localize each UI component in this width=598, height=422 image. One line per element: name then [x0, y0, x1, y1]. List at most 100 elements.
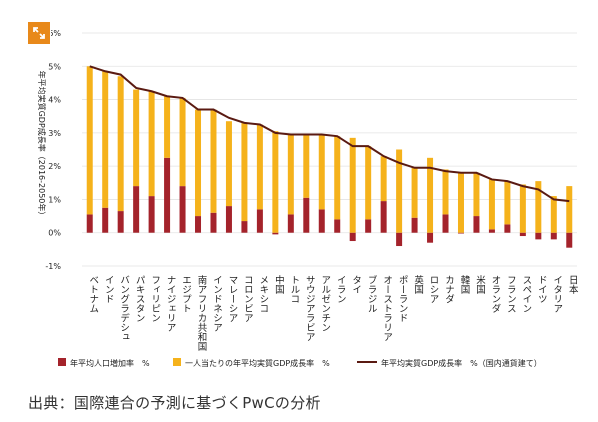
per-capita-bar	[365, 146, 372, 220]
category-label: オランダ	[489, 275, 501, 313]
per-capita-bar	[256, 124, 263, 210]
population-bar	[86, 214, 93, 233]
legend-label-population: 年平均人口増加率 %	[70, 358, 150, 368]
per-capita-bar	[179, 97, 186, 187]
legend: 年平均人口増加率 % 一人当たりの年平均実質GDP成長率 % 年平均実質GDP成…	[58, 358, 542, 368]
legend-label-total: 年平均実質GDP成長率 %（国内通貨建て）	[381, 358, 542, 368]
category-label: パキスタン	[134, 275, 146, 323]
per-capita-bar	[318, 134, 325, 210]
y-tick-label: 4%	[48, 96, 61, 105]
population-bar	[225, 206, 232, 233]
population-bar	[457, 232, 464, 234]
per-capita-bar	[411, 167, 418, 218]
population-bar	[473, 216, 480, 233]
category-label: イラン	[335, 275, 347, 304]
category-label: 南アフリカ共和国	[196, 274, 208, 352]
population-bar	[256, 209, 263, 233]
category-label: メキシコ	[257, 275, 268, 313]
per-capita-bar	[488, 179, 495, 230]
category-label: 韓国	[458, 275, 470, 295]
per-capita-bar	[241, 122, 248, 222]
per-capita-bar	[287, 134, 294, 215]
population-bar	[519, 232, 526, 237]
per-capita-bar	[164, 96, 171, 158]
category-label: ドイツ	[536, 275, 548, 304]
population-bar	[504, 224, 511, 233]
population-bar	[535, 232, 542, 240]
category-label: ベトナム	[87, 275, 99, 313]
population-bar	[334, 219, 341, 233]
population-bar	[380, 201, 387, 233]
per-capita-bar	[210, 109, 217, 213]
category-label: ロシア	[428, 275, 439, 304]
chart-gridlines	[82, 32, 577, 267]
category-label: フランス	[505, 275, 516, 313]
category-label: イタリア	[551, 275, 563, 313]
population-bar	[488, 229, 495, 233]
y-tick-label: 2%	[48, 162, 61, 171]
per-capita-bar	[442, 169, 449, 215]
population-bar	[303, 197, 310, 233]
per-capita-bar	[225, 121, 232, 207]
per-capita-bar	[473, 172, 480, 217]
population-bar	[349, 232, 356, 242]
per-capita-bar	[380, 156, 387, 202]
population-bar	[164, 157, 171, 233]
legend-swatch-population	[58, 358, 66, 366]
per-capita-bar	[427, 157, 434, 233]
category-label: ポーランド	[397, 275, 409, 323]
category-label: 日本	[567, 275, 579, 295]
population-growth-bars	[86, 157, 573, 248]
population-bar	[241, 221, 248, 233]
per-capita-bar	[195, 109, 202, 217]
population-bar	[318, 209, 325, 233]
category-label: バングラデシュ	[118, 275, 130, 342]
per-capita-bar	[396, 149, 403, 233]
population-bar	[272, 232, 279, 235]
per-capita-bar	[457, 172, 464, 233]
population-bar	[102, 207, 109, 233]
population-bar	[396, 232, 403, 247]
category-label: フィリピン	[149, 275, 160, 323]
category-label: タイ	[350, 275, 362, 294]
category-label: インドネシア	[211, 275, 223, 332]
per-capita-bar	[117, 76, 124, 212]
y-tick-label: 6%	[48, 29, 61, 38]
per-capita-bar	[133, 89, 140, 187]
per-capita-bar	[504, 181, 511, 225]
population-bar	[550, 232, 557, 240]
per-capita-bar	[349, 137, 356, 233]
per-capita-bar	[102, 71, 109, 208]
source-caption: 出典：国際連合の予測に基づくPwCの分析	[28, 394, 321, 412]
population-bar	[427, 232, 434, 243]
category-label: エジプト	[180, 275, 192, 313]
per-capita-bar	[334, 136, 341, 220]
category-label: 中国	[273, 274, 285, 295]
per-capita-bar	[519, 184, 526, 233]
expand-chart-button[interactable]	[27, 21, 51, 45]
category-label: トルコ	[288, 275, 300, 304]
y-axis-ticks: 6% 5% 4% 3% 2% 1% 0% -1%	[45, 29, 61, 271]
per-capita-bar	[535, 181, 542, 233]
population-bar	[148, 196, 155, 233]
population-bar	[411, 217, 418, 233]
category-label: 米国	[474, 274, 486, 295]
y-tick-label: 3%	[48, 129, 61, 138]
y-tick-label: 1%	[48, 195, 61, 204]
legend-swatch-per-capita	[173, 358, 181, 366]
population-bar	[210, 212, 217, 233]
category-label: ナイジェリア	[165, 275, 177, 332]
population-bar	[133, 186, 140, 233]
y-tick-label: 0%	[48, 229, 61, 238]
per-capita-growth-bars	[86, 66, 573, 233]
category-label: マレーシア	[226, 275, 237, 323]
category-label: アルゼンチン	[319, 275, 331, 332]
category-label: 英国	[412, 274, 424, 295]
per-capita-bar	[86, 66, 93, 215]
x-axis-category-labels: ベトナム インド バングラデシュ パキスタン フィリピン ナイジェリア エジプト 南アフリカ共…	[87, 274, 578, 352]
y-tick-label: -1%	[45, 262, 61, 271]
population-bar	[195, 216, 202, 233]
category-label: インド	[103, 275, 115, 304]
population-bar	[566, 232, 573, 248]
